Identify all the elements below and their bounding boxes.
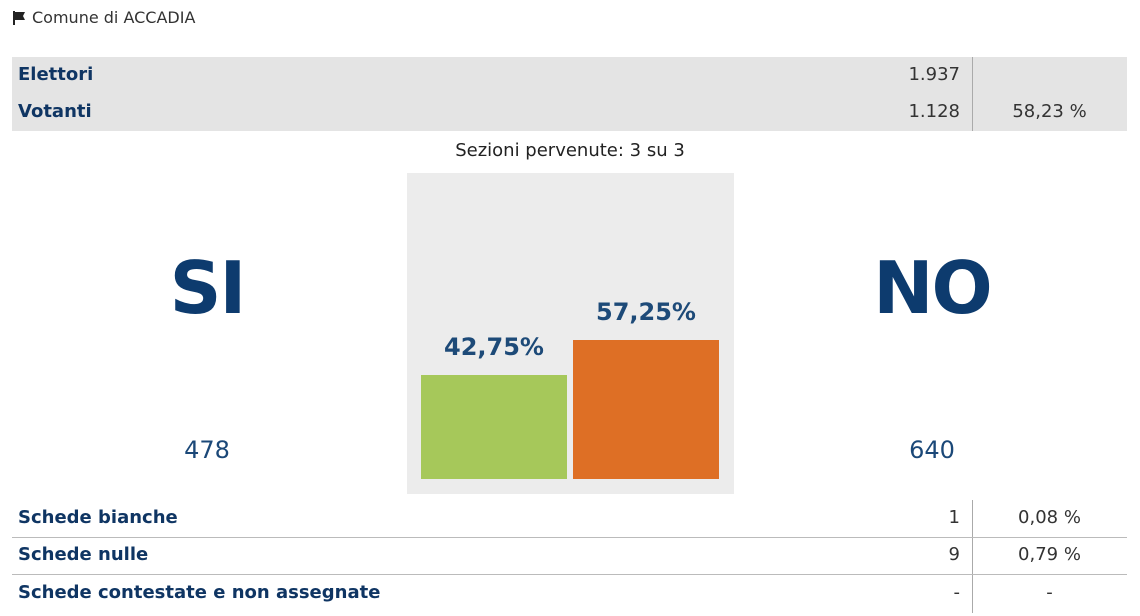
- details-row: Schede contestate e non assegnate - -: [12, 575, 1127, 612]
- bar-label: 42,75%: [444, 333, 544, 362]
- row-label: Votanti: [18, 101, 92, 122]
- details-row: Schede bianche 1 0,08 %: [12, 500, 1127, 538]
- result-votes: 640: [909, 436, 955, 464]
- sections-text: Sezioni pervenute: 3 su 3: [455, 140, 685, 161]
- row-value: 1.937: [908, 64, 960, 85]
- bar-label: 57,25%: [596, 297, 696, 326]
- bar-column: 42,75%: [421, 173, 567, 479]
- flag-icon: [13, 10, 25, 25]
- row-percent: 58,23 %: [1012, 101, 1087, 122]
- row-value: 1.128: [908, 101, 960, 122]
- page-title: Comune di ACCADIA: [32, 8, 196, 27]
- row-label: Schede nulle: [18, 544, 149, 565]
- row-label: Schede contestate e non assegnate: [18, 582, 381, 603]
- bar: [421, 375, 567, 479]
- chart-box: 42,75% 57,25%: [407, 173, 734, 494]
- result-label: NO: [873, 246, 992, 330]
- column-divider: [972, 57, 973, 131]
- row-value: 1: [948, 507, 960, 528]
- row-percent: 0,79 %: [1018, 544, 1081, 565]
- row-label: Schede bianche: [18, 507, 178, 528]
- details-row: Schede nulle 9 0,79 %: [12, 537, 1127, 575]
- bar: [573, 339, 719, 479]
- row-percent: 0,08 %: [1018, 507, 1081, 528]
- result-label: SI: [169, 246, 247, 330]
- summary-row: Votanti 1.128 58,23 %: [12, 94, 1127, 131]
- row-label: Elettori: [18, 64, 94, 85]
- row-value: 9: [948, 544, 960, 565]
- summary-table: Elettori 1.937 Votanti 1.128 58,23 %: [12, 57, 1127, 131]
- details-table: Schede bianche 1 0,08 % Schede nulle 9 0…: [12, 500, 1127, 613]
- header: Comune di ACCADIA: [12, 8, 195, 27]
- row-value: -: [953, 582, 961, 603]
- column-divider: [972, 500, 973, 613]
- summary-row: Elettori 1.937: [12, 57, 1127, 94]
- row-percent: -: [1046, 582, 1053, 603]
- result-votes: 478: [184, 436, 230, 464]
- bar-column: 57,25%: [573, 173, 719, 479]
